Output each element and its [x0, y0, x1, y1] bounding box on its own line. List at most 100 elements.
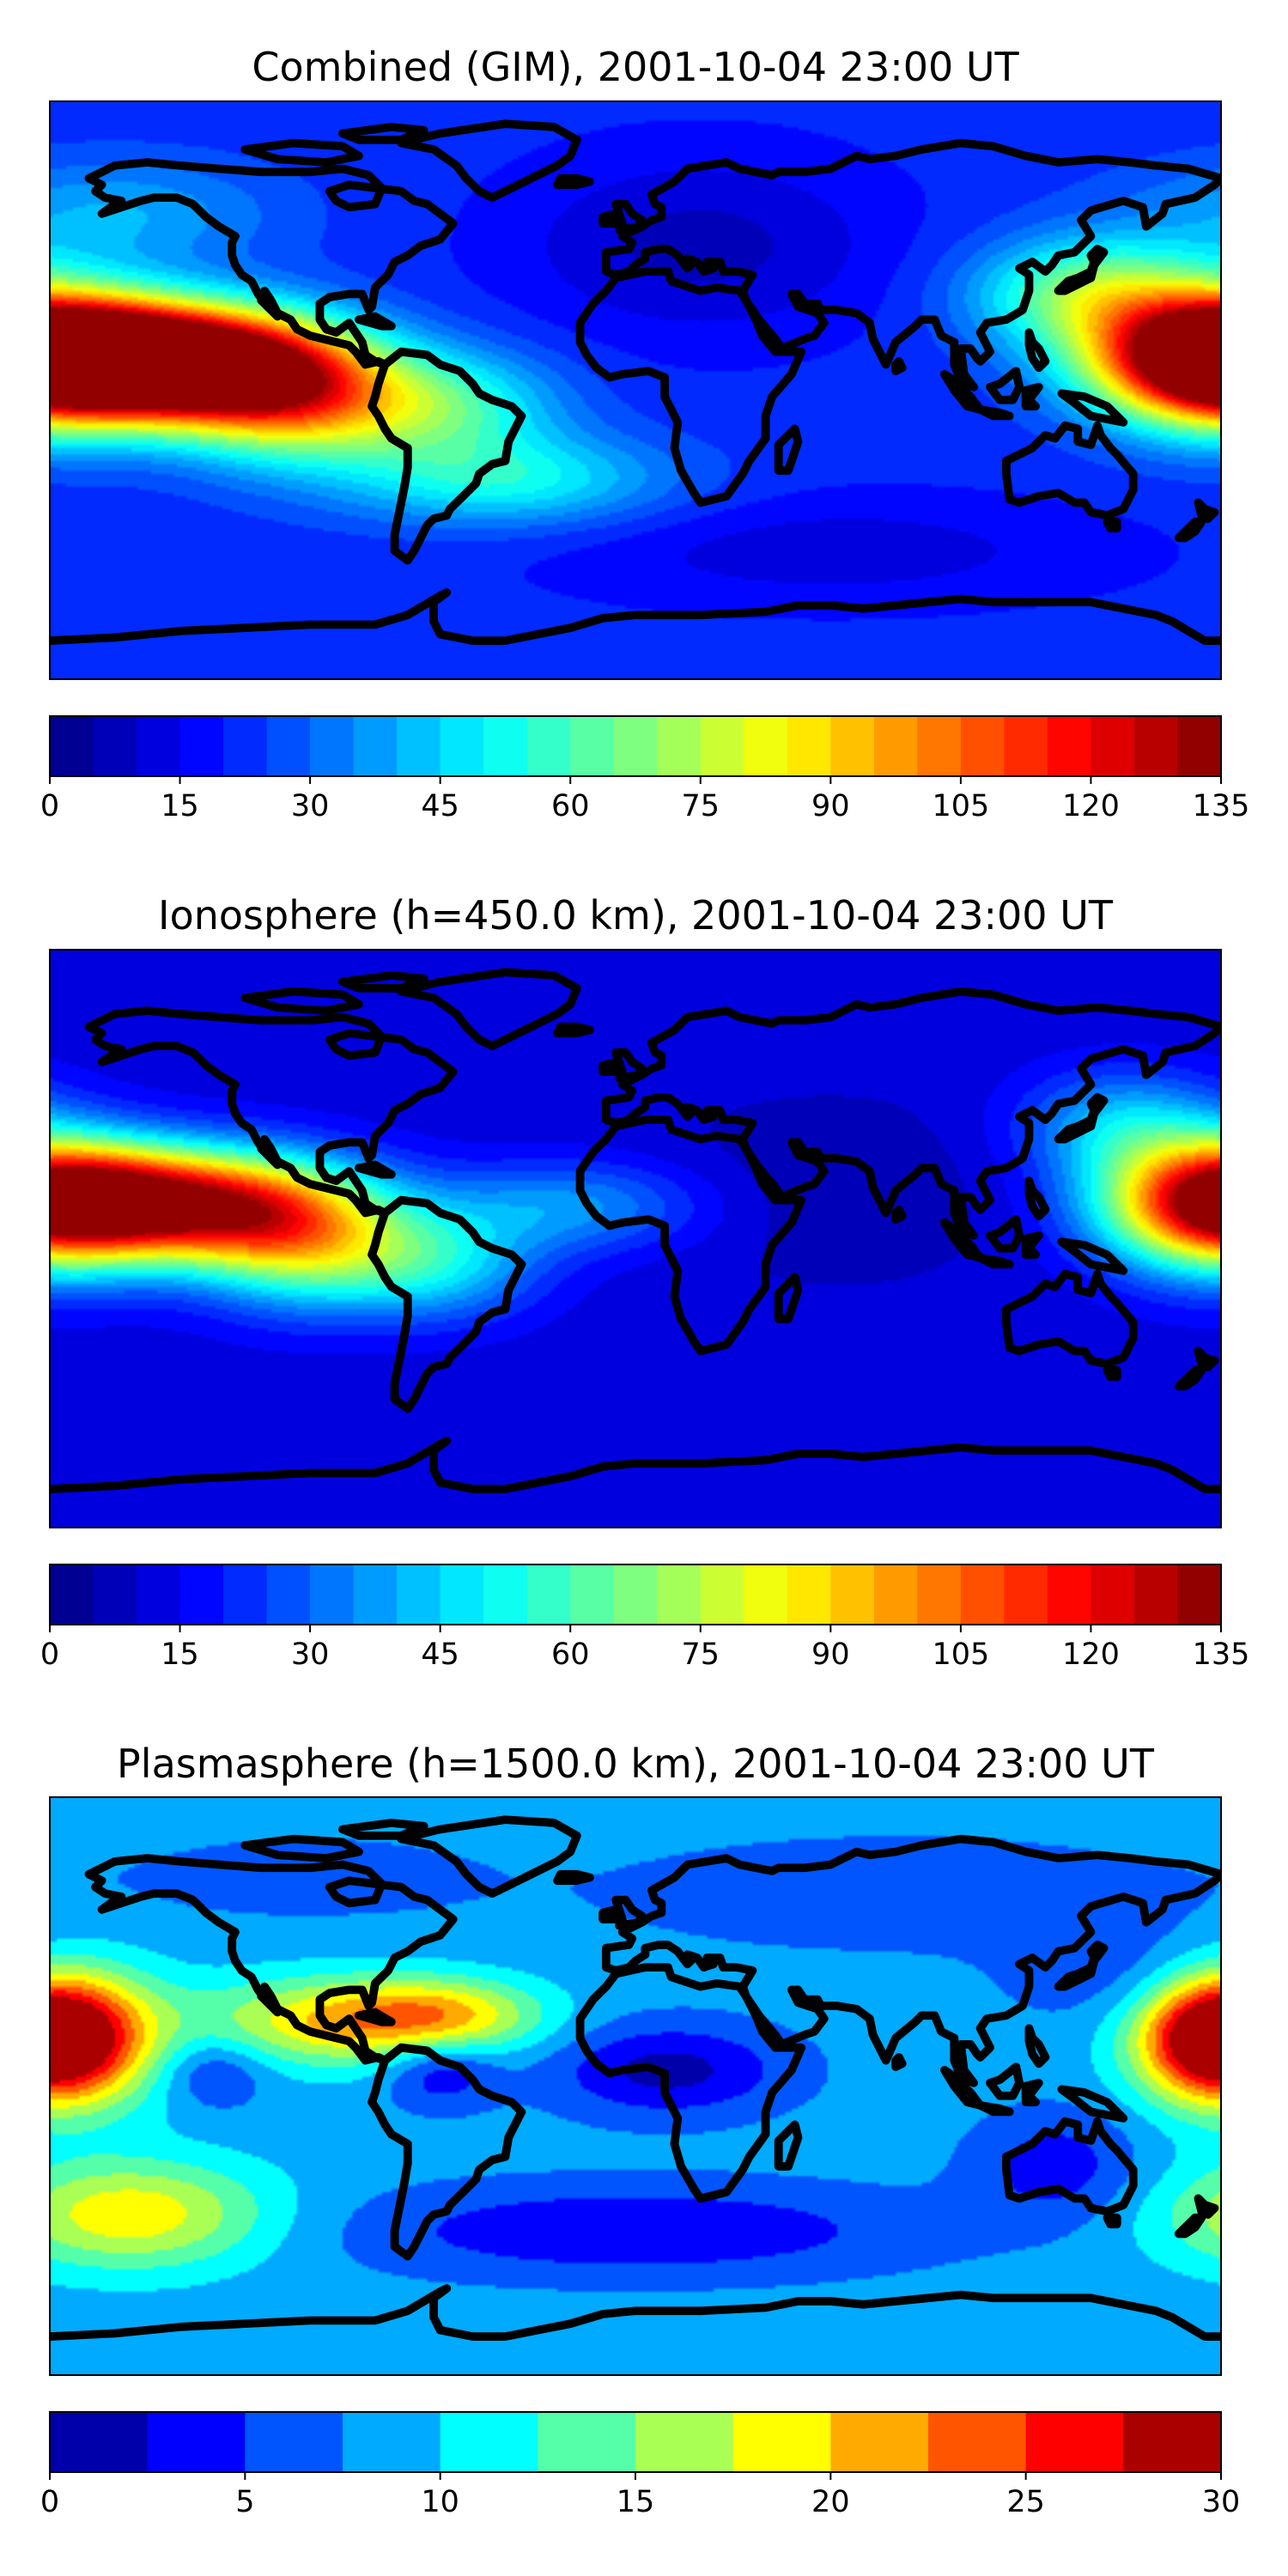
colorbar-segment — [353, 1564, 398, 1625]
colorbar-segment — [440, 716, 484, 776]
colorbar-segment — [1025, 2412, 1124, 2472]
colorbar-tick-label: 120 — [1062, 789, 1120, 823]
ionosphere-colorbar-frame — [49, 1564, 1222, 1625]
colorbar-segment — [266, 716, 311, 776]
plasmasphere-panel: Plasmasphere (h=1500.0 km), 2001-10-04 2… — [40, 1741, 1240, 2519]
colorbar-segment — [223, 716, 268, 776]
colorbar-segment — [440, 2412, 538, 2472]
colorbar-tick-label: 90 — [811, 789, 850, 823]
plasmasphere-map-field — [50, 1797, 1221, 2375]
colorbar-segment — [147, 2412, 246, 2472]
colorbar-segment — [613, 1564, 658, 1625]
ionosphere-map-frame — [49, 949, 1222, 1528]
plasmasphere-title: Plasmasphere (h=1500.0 km), 2001-10-04 2… — [117, 1741, 1155, 1787]
colorbar-tick-label: 120 — [1062, 1637, 1120, 1672]
colorbar-segment — [787, 716, 831, 776]
combined-colorbar-frame — [49, 715, 1222, 777]
colorbar-segment — [657, 716, 702, 776]
colorbar-segment — [960, 1564, 1005, 1625]
colorbar-segment — [266, 1564, 311, 1625]
colorbar-tick-label: 45 — [421, 1637, 459, 1672]
colorbar-tick-label: 30 — [291, 789, 330, 823]
colorbar-tick-label: 20 — [811, 2485, 850, 2519]
colorbar-tick-label: 135 — [1193, 1637, 1250, 1672]
colorbar-tick-label: 30 — [291, 1637, 330, 1672]
colorbar-tick-label: 15 — [161, 1637, 199, 1672]
colorbar-segment — [397, 1564, 441, 1625]
plasmasphere-map-frame — [49, 1796, 1222, 2376]
colorbar-tick-label: 60 — [551, 1637, 590, 1672]
colorbar-tick-label: 15 — [617, 2485, 655, 2519]
colorbar-segment — [483, 1564, 528, 1625]
colorbar-segment — [1047, 1564, 1092, 1625]
combined-map-frame — [49, 100, 1222, 680]
colorbar-segment — [245, 2412, 343, 2472]
colorbar-segment — [1004, 716, 1048, 776]
colorbar-segment — [538, 2412, 636, 2472]
ionosphere-title: Ionosphere (h=450.0 km), 2001-10-04 23:0… — [158, 892, 1114, 939]
colorbar-segment — [343, 2412, 441, 2472]
colorbar-segment — [50, 2412, 149, 2472]
colorbar-segment — [179, 716, 224, 776]
colorbar-segment — [1133, 716, 1179, 776]
colorbar-tick-label: 75 — [682, 789, 720, 823]
plasmasphere-colorbar: 0 5 10 15 20 25 30 — [40, 2411, 1241, 2519]
colorbar-segment — [635, 2412, 734, 2472]
colorbar-segment — [50, 1564, 94, 1625]
colorbar-segment — [657, 1564, 702, 1625]
colorbar-segment — [613, 716, 658, 776]
colorbar-segment — [830, 1564, 875, 1625]
colorbar-segment — [526, 716, 571, 776]
colorbar-segment — [179, 1564, 224, 1625]
colorbar-tick-label: 10 — [421, 2485, 459, 2519]
colorbar-segment — [570, 716, 615, 776]
colorbar-tick-label: 105 — [932, 789, 989, 823]
ionosphere-colorbar: 0 15 30 45 60 75 90 105 120 135 — [40, 1564, 1250, 1672]
colorbar-segment — [310, 1564, 355, 1625]
combined-panel: Combined (GIM), 2001-10-04 23:00 UT 0 15 30… — [40, 44, 1250, 823]
colorbar-segment — [873, 1564, 918, 1625]
colorbar-tick-label: 0 — [40, 789, 59, 823]
colorbar-segment — [310, 716, 355, 776]
colorbar-segment — [50, 716, 94, 776]
colorbar-segment — [1123, 2412, 1222, 2472]
colorbar-segment — [93, 716, 137, 776]
colorbar-segment — [137, 1564, 181, 1625]
colorbar-tick-label: 0 — [40, 1637, 59, 1672]
colorbar-segment — [526, 1564, 571, 1625]
combined-colorbar: 0 15 30 45 60 75 90 105 120 135 — [40, 715, 1250, 823]
colorbar-tick-label: 105 — [932, 1637, 989, 1672]
ionosphere-map-field — [50, 950, 1221, 1528]
colorbar-segment — [830, 2412, 929, 2472]
colorbar-segment — [1004, 1564, 1048, 1625]
colorbar-segment — [353, 716, 398, 776]
colorbar-tick-label: 0 — [40, 2485, 59, 2519]
colorbar-tick-label: 5 — [235, 2485, 254, 2519]
colorbar-segment — [960, 716, 1005, 776]
colorbar-segment — [397, 716, 441, 776]
colorbar-segment — [928, 2412, 1027, 2472]
colorbar-segment — [1177, 1564, 1222, 1625]
colorbar-segment — [93, 1564, 137, 1625]
colorbar-segment — [873, 716, 918, 776]
colorbar-segment — [917, 1564, 962, 1625]
colorbar-segment — [732, 2412, 831, 2472]
colorbar-segment — [744, 716, 788, 776]
combined-map-field — [50, 101, 1221, 679]
colorbar-tick-label: 15 — [161, 789, 199, 823]
colorbar-segment — [1133, 1564, 1179, 1625]
colorbar-segment — [483, 716, 528, 776]
colorbar-segment — [1047, 716, 1092, 776]
colorbar-tick-label: 75 — [682, 1637, 720, 1672]
colorbar-segment — [787, 1564, 831, 1625]
colorbar-tick-label: 90 — [811, 1637, 850, 1672]
colorbar-tick-label: 135 — [1193, 789, 1250, 823]
colorbar-segment — [1091, 716, 1135, 776]
colorbar-segment — [223, 1564, 268, 1625]
colorbar-tick-label: 30 — [1202, 2485, 1241, 2519]
ionosphere-panel: Ionosphere (h=450.0 km), 2001-10-04 23:0… — [40, 892, 1250, 1672]
colorbar-tick-label: 25 — [1006, 2485, 1045, 2519]
colorbar-segment — [700, 1564, 744, 1625]
colorbar-tick-label: 60 — [551, 789, 590, 823]
